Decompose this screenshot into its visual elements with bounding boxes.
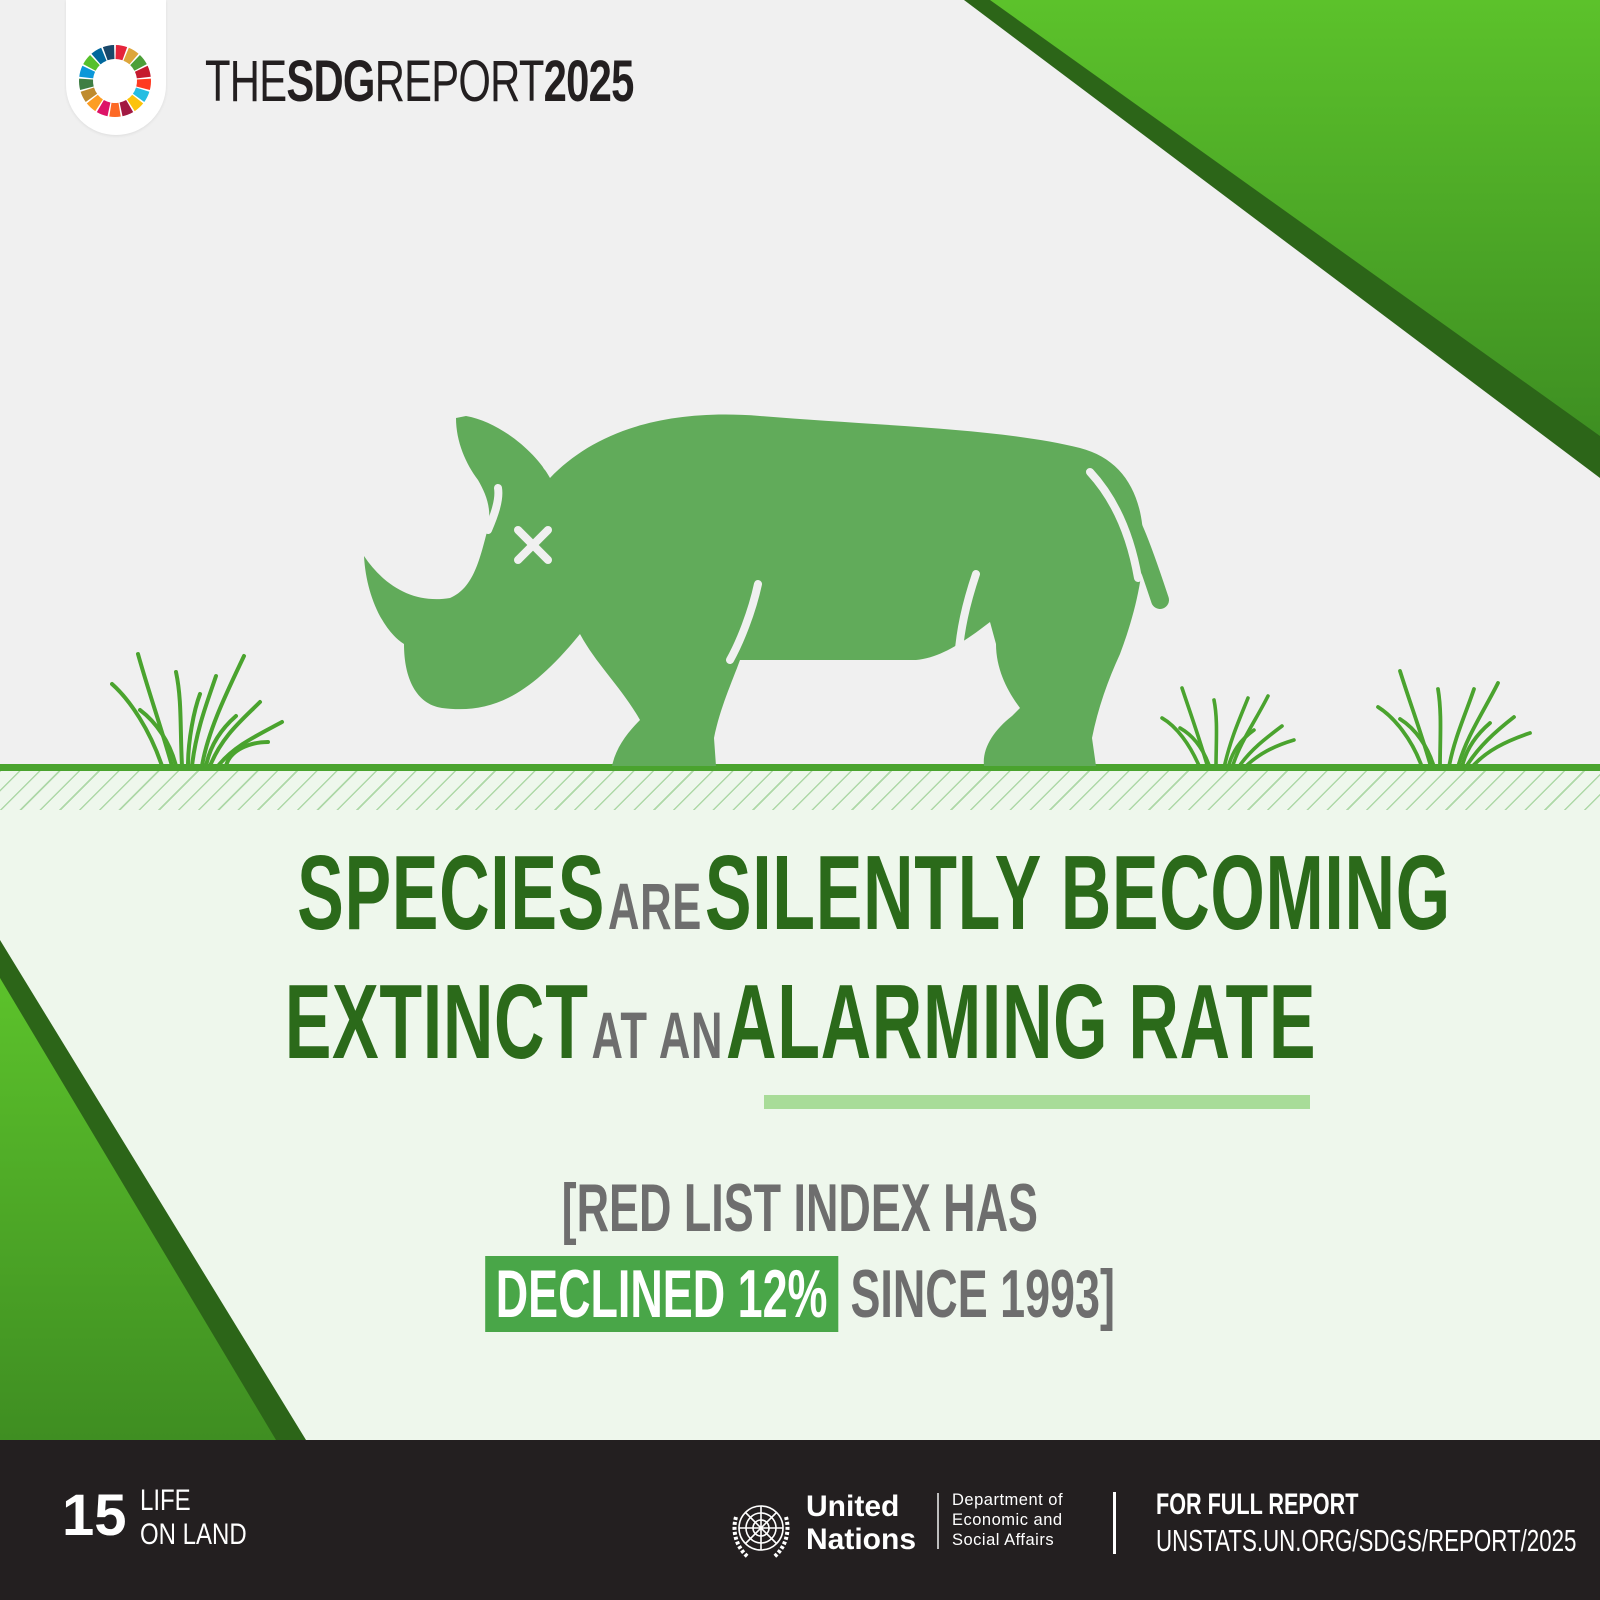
statistic-text: SINCE 1993] [850,1256,1115,1332]
goal-name: LIFE ON LAND [140,1484,247,1552]
rhino-leg-line-back [954,570,980,664]
headline-connector: AT AN [591,998,723,1072]
headline-word: ALARMING RATE [725,963,1316,1081]
goal-number: 15 [62,1483,127,1548]
sdg-wheel-segment [115,45,128,61]
headline-line-1: SPECIES ARE SILENTLY BECOMING [0,838,1600,948]
grass-icon [1376,669,1532,769]
sdg-wheel-segment [80,87,98,102]
sdg-wheel-icon [78,45,152,117]
un-name-line: Nations [806,1523,917,1556]
report-brand: THESDGREPORT2025 [205,50,634,114]
footer-bar [0,1440,1600,1600]
sdg-wheel-segment [136,78,152,90]
sdg-wheel-segment [119,99,134,117]
corner-decorations [0,0,1600,1440]
statistic-text: [RED LIST INDEX HAS [561,1170,1039,1246]
sdg-wheel-segment [83,55,100,71]
un-name-line: United [806,1490,900,1523]
top-right-green-band [990,0,1600,436]
report-url-link[interactable]: UNSTATS.UN.ORG/SDGS/REPORT/2025 [1156,1523,1577,1558]
sdg-wheel-segment [86,94,103,112]
brand-year: 2025 [543,49,635,114]
sdg-wheel-segment [127,94,144,112]
statistic-line-2: DECLINED 12% SINCE 1993] [0,1254,1600,1334]
desa-name-line: Social Affairs [952,1531,1055,1549]
goal-name-line: LIFE [140,1484,191,1517]
ground-hatching [0,770,1600,810]
headline-underline [764,1095,1310,1109]
headline-word: EXTINCT [284,963,589,1081]
sdg-wheel-segment [109,102,121,117]
bottom-left-green-band [0,978,276,1440]
ground-line [0,764,1600,771]
sdg-wheel-segment [96,99,111,117]
sdg-wheel-segment [91,47,107,65]
rhino-leg-line-front [726,580,762,664]
un-emblem-icon [732,1505,790,1559]
brand-prefix: THE [205,49,287,114]
rhino-icon [364,413,1169,766]
sdg-wheel-segment [134,65,151,79]
rhino-neck-line [484,484,503,534]
brand-sdg: SDG [286,49,375,114]
sdg-wheel-segment [132,87,150,102]
sdg-wheel-segment [123,47,139,65]
headline-word: SPECIES [297,834,606,952]
goal-name-line: ON LAND [140,1518,247,1551]
statistic-highlight: DECLINED 12% [485,1256,838,1332]
sdg-wheel-segment [79,65,96,79]
rhino-tail [1097,473,1169,609]
brand-report: REPORT [374,49,545,114]
headline-line-2: EXTINCT AT AN ALARMING RATE [0,967,1600,1077]
grass-icon [1160,686,1296,770]
rhino-ear-line [499,413,553,471]
desa-name-line: Department of [952,1491,1064,1509]
rhino-tail-gap [1086,468,1142,582]
headline-word: SILENTLY BECOMING [704,834,1451,952]
footer-divider [1113,1492,1116,1554]
sdg-wheel-segment [78,78,94,90]
sdg-wheel-segment [102,45,115,61]
report-label: FOR FULL REPORT [1156,1488,1359,1521]
rhino-x-eye [514,526,552,564]
grass-icon [110,652,284,768]
desa-divider [937,1493,939,1549]
headline-connector: ARE [607,869,702,943]
un-name: United Nations [806,1490,916,1556]
statistic-line-1: [RED LIST INDEX HAS [0,1168,1600,1248]
sdg-wheel-segment [130,55,147,71]
desa-name: Department of Economic and Social Affair… [952,1490,1063,1550]
desa-name-line: Economic and [952,1511,1063,1529]
